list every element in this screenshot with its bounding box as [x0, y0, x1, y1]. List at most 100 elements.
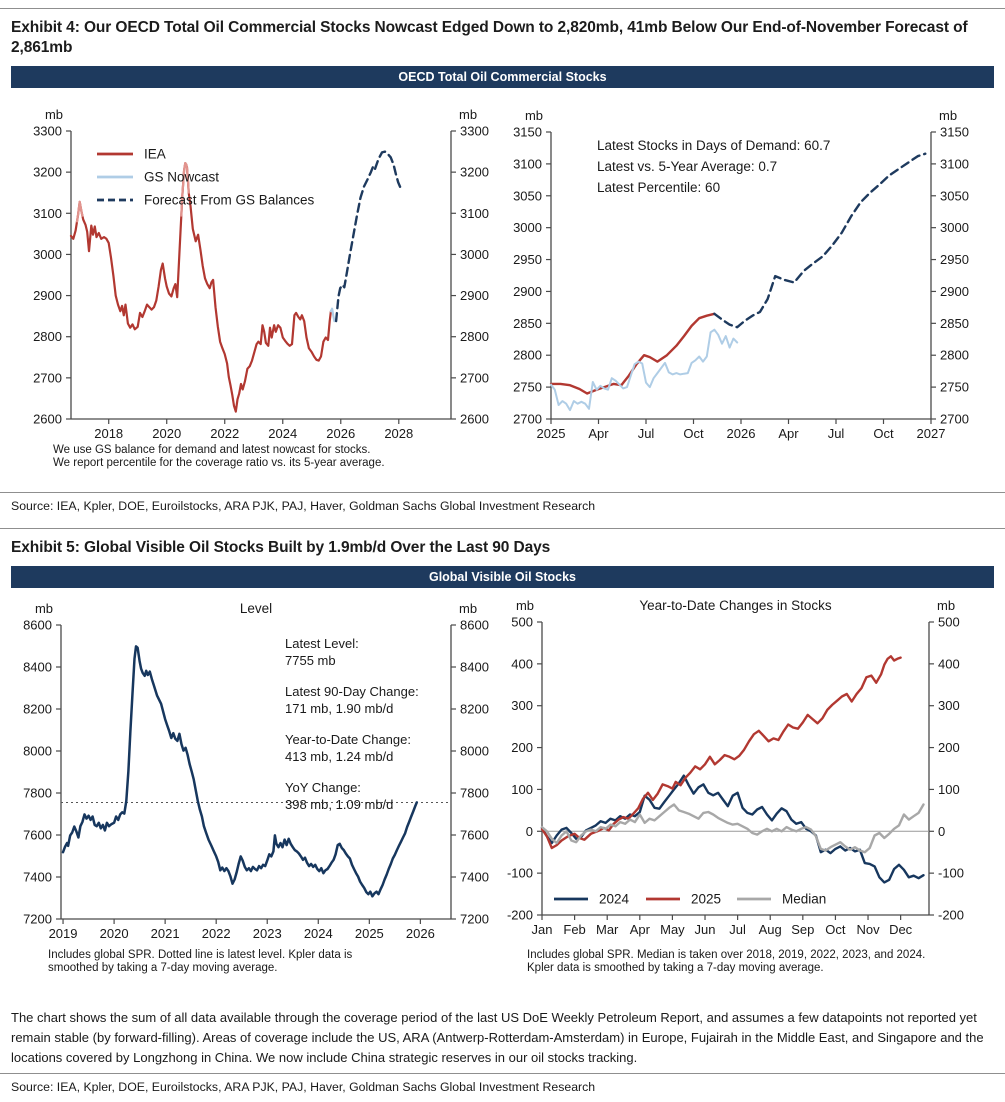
- y-tick-label: 3150: [940, 125, 969, 140]
- y-tick-label: 3100: [460, 206, 489, 221]
- annotation: Latest Percentile: 60: [597, 180, 720, 195]
- x-tick-label: 2023: [253, 926, 282, 941]
- series-forecast-from-gs-balances: [713, 152, 927, 329]
- y-tick-label: 8000: [23, 744, 52, 759]
- y-tick-label: 7200: [460, 912, 489, 927]
- y-tick-label: 3100: [940, 156, 969, 171]
- y-tick-label: 2850: [940, 316, 969, 331]
- y-tick-label: 2950: [513, 252, 542, 267]
- y-tick-label: 2700: [33, 370, 62, 385]
- y-tick-label: 2950: [940, 252, 969, 267]
- legend-label: GS Nowcast: [144, 170, 219, 185]
- x-tick-label: Jun: [695, 922, 716, 937]
- x-tick-label: 2021: [151, 926, 180, 941]
- exhibit5-panel-header: Global Visible Oil Stocks: [11, 566, 994, 588]
- y-tick-label: 2800: [33, 329, 62, 344]
- x-tick-label: 2024: [304, 926, 333, 941]
- x-tick-label: Oct: [873, 426, 894, 441]
- x-tick-label: Jan: [532, 922, 553, 937]
- y-tick-label: 2900: [460, 288, 489, 303]
- y-tick-label: 300: [938, 698, 960, 713]
- exhibit5-source: Source: IEA, Kpler, DOE, Euroilstocks, A…: [11, 1080, 596, 1094]
- series-peak-overlay: [75, 200, 84, 223]
- y-tick-label: 2900: [940, 284, 969, 299]
- x-tick-label: 2024: [268, 426, 297, 441]
- series-iea: [69, 162, 332, 413]
- x-tick-label: Apr: [778, 426, 799, 441]
- chart-title: Level: [240, 601, 272, 616]
- oecd-stocks-history-svg: 2600 2600 2700 2700 2800 2800 2900 2900 3000 3000…: [33, 107, 489, 469]
- y-tick-label: 8400: [460, 660, 489, 675]
- x-tick-label: 2026: [326, 426, 355, 441]
- y-tick-label: 3300: [33, 124, 62, 139]
- y-tick-label: 3200: [33, 165, 62, 180]
- y-tick-label: 3150: [513, 125, 542, 140]
- y-tick-label: 3100: [33, 206, 62, 221]
- y-tick-label: 2900: [33, 288, 62, 303]
- y-tick-label: 2700: [460, 370, 489, 385]
- y-tick-label: -100: [938, 866, 964, 881]
- chart-oecd-stocks-history: 2600 2600 2700 2700 2800 2800 2900 2900 3000 3000…: [9, 92, 499, 480]
- y-tick-label: 8400: [23, 660, 52, 675]
- y-tick-label: 2900: [513, 284, 542, 299]
- y-tick-label: 7800: [23, 786, 52, 801]
- y-tick-label: 8600: [460, 618, 489, 633]
- x-tick-label: Nov: [856, 922, 880, 937]
- y-tick-label: 3000: [33, 247, 62, 262]
- x-tick-label: 2026: [727, 426, 756, 441]
- x-tick-label: 2028: [384, 426, 413, 441]
- x-tick-label: 2020: [100, 926, 129, 941]
- x-tick-label: Dec: [889, 922, 913, 937]
- y-tick-label: 200: [511, 740, 533, 755]
- chart-footnote: Includes global SPR. Dotted line is late…: [48, 949, 353, 961]
- chart-footnote: We report percentile for the coverage ra…: [53, 457, 385, 469]
- y-tick-label: 7200: [23, 912, 52, 927]
- y-tick-label: 2700: [940, 412, 969, 427]
- annotation: YoY Change:: [285, 780, 361, 795]
- y-tick-label: 2600: [460, 412, 489, 427]
- exhibit4-panel-title: OECD Total Oil Commercial Stocks: [398, 70, 607, 84]
- y-tick-label: 7600: [460, 828, 489, 843]
- x-tick-label: Sep: [791, 922, 814, 937]
- unit-label-right: mb: [939, 108, 957, 123]
- x-tick-label: 2027: [917, 426, 946, 441]
- unit-label-left: mb: [45, 107, 63, 122]
- exhibit4-panel-header: OECD Total Oil Commercial Stocks: [11, 66, 994, 88]
- series-2025: [540, 655, 902, 850]
- x-tick-label: Oct: [683, 426, 704, 441]
- y-tick-label: 2850: [513, 316, 542, 331]
- divider: [0, 1073, 1005, 1074]
- chart-footnote: Kpler data is smoothed by taking a 7-day…: [527, 962, 824, 974]
- y-tick-label: 400: [511, 656, 533, 671]
- x-tick-label: 2025: [537, 426, 566, 441]
- exhibit5-title: Exhibit 5: Global Visible Oil Stocks Bui…: [11, 539, 551, 556]
- unit-label-left: mb: [516, 598, 534, 613]
- y-tick-label: 2700: [513, 412, 542, 427]
- x-tick-label: 2025: [355, 926, 384, 941]
- y-tick-label: 2750: [940, 380, 969, 395]
- annotation: Latest 90-Day Change:: [285, 684, 419, 699]
- oecd-stocks-nowcast-detail-svg: 2700 2700 2750 2750 2800 2800 2850 2850 2900 2900…: [513, 108, 969, 441]
- chart-footnote: smoothed by taking a 7-day moving averag…: [48, 962, 278, 974]
- y-tick-label: 7400: [460, 870, 489, 885]
- x-tick-label: Jul: [828, 426, 845, 441]
- y-tick-label: 7600: [23, 828, 52, 843]
- y-tick-label: 3050: [513, 188, 542, 203]
- y-tick-label: 3050: [940, 188, 969, 203]
- x-tick-label: May: [660, 922, 685, 937]
- x-tick-label: Oct: [825, 922, 846, 937]
- y-tick-label: -200: [938, 908, 964, 923]
- x-tick-label: Jul: [729, 922, 746, 937]
- x-tick-label: 2018: [94, 426, 123, 441]
- chart-footnote: Includes global SPR. Median is taken ove…: [527, 949, 925, 961]
- x-tick-label: 2019: [49, 926, 78, 941]
- y-tick-label: 500: [511, 615, 533, 630]
- y-tick-label: 8000: [460, 744, 489, 759]
- x-tick-label: Aug: [759, 922, 782, 937]
- y-tick-label: 100: [511, 782, 533, 797]
- y-tick-label: 8200: [23, 702, 52, 717]
- coverage-paragraph: The chart shows the sum of all data avai…: [11, 1010, 984, 1065]
- annotation: 171 mb, 1.90 mb/d: [285, 701, 393, 716]
- series-global-visible-oil-stocks-level: [61, 645, 419, 898]
- x-tick-label: Feb: [563, 922, 585, 937]
